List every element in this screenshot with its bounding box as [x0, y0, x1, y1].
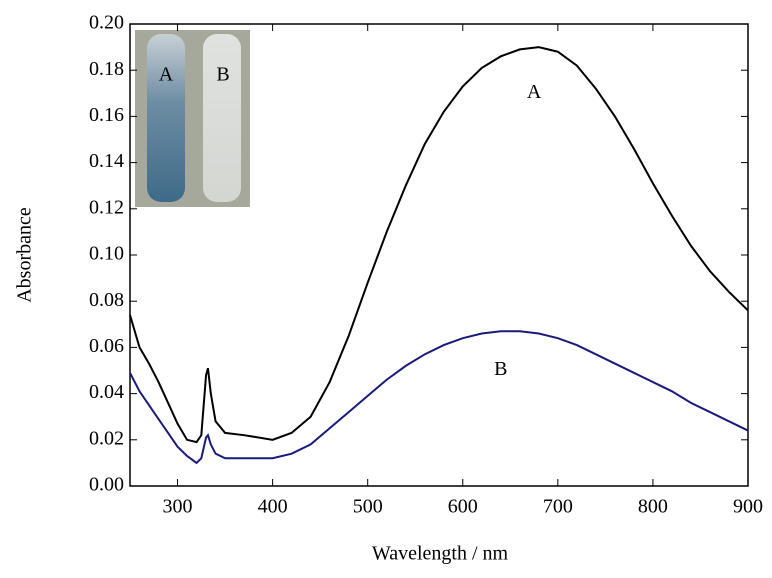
x-tick-label: 500	[353, 496, 383, 518]
y-tick-label: 0.20	[89, 12, 124, 34]
inset-label: B	[216, 64, 229, 86]
y-tick-label: 0.04	[89, 381, 124, 403]
inset-label: A	[159, 64, 174, 86]
y-tick-label: 0.06	[89, 335, 124, 357]
y-tick-label: 0.10	[89, 243, 124, 265]
x-tick-label: 300	[163, 496, 193, 518]
annotation: B	[494, 358, 507, 380]
line-series	[129, 46, 749, 444]
y-axis-title: Absorbance	[14, 207, 36, 303]
y-tick-label: 0.00	[89, 474, 124, 496]
annotation: A	[527, 81, 542, 103]
x-tick-label: 600	[448, 496, 478, 518]
y-tick-label: 0.12	[89, 196, 124, 218]
inset-photo	[135, 30, 250, 207]
x-tick-label: 900	[733, 496, 763, 518]
x-axis-title: Wavelength / nm	[372, 543, 509, 565]
y-tick-label: 0.14	[89, 150, 124, 172]
y-tick-label: 0.18	[89, 58, 124, 80]
y-tick-label: 0.16	[89, 104, 124, 126]
y-tick-label: 0.02	[89, 427, 124, 449]
line-series	[129, 330, 749, 465]
x-tick-label: 400	[258, 496, 288, 518]
x-tick-label: 700	[543, 496, 573, 518]
y-tick-label: 0.08	[89, 289, 124, 311]
x-tick-label: 800	[638, 496, 668, 518]
